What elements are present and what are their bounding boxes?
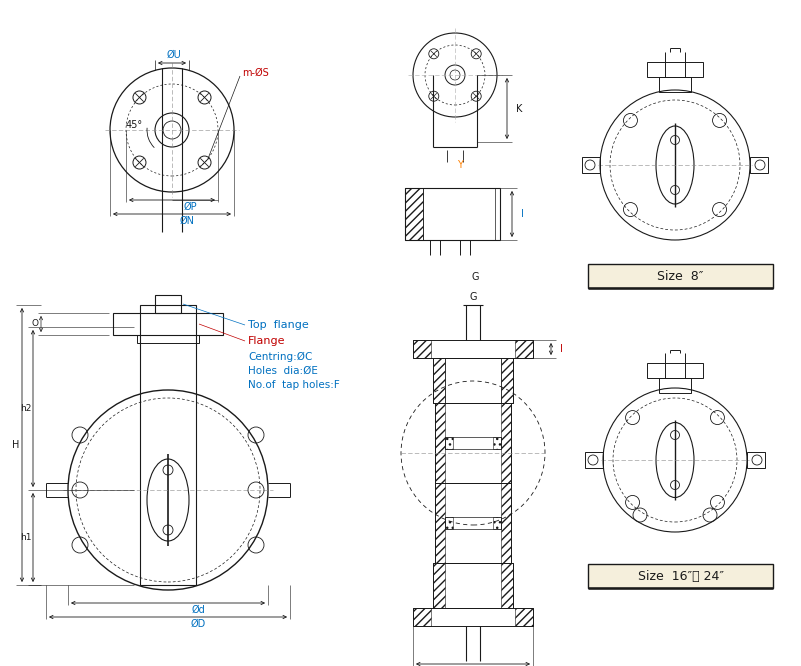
Bar (445, 437, 501, 449)
Bar (140, 305, 196, 585)
Bar (647, 363, 703, 378)
Text: Y: Y (457, 160, 463, 170)
Bar (433, 563, 445, 608)
Bar (433, 563, 513, 608)
Bar (435, 483, 445, 563)
Text: m-ØS: m-ØS (242, 68, 269, 78)
Text: Centring:ØC: Centring:ØC (248, 352, 312, 362)
Bar (445, 517, 453, 529)
Bar (413, 608, 533, 626)
Bar (585, 452, 603, 468)
Text: Ød: Ød (191, 605, 205, 615)
Bar (113, 313, 223, 335)
Bar (515, 608, 533, 626)
Text: I: I (521, 209, 523, 219)
Bar (413, 340, 431, 358)
Bar (435, 483, 511, 563)
Text: H: H (12, 440, 20, 450)
Bar (750, 157, 768, 173)
Text: Size  16″～ 24″: Size 16″～ 24″ (638, 569, 723, 583)
Bar (493, 517, 501, 529)
Bar (659, 77, 691, 92)
Bar (501, 403, 511, 483)
Text: G: G (471, 272, 479, 282)
Text: ØD: ØD (191, 619, 206, 629)
Bar (435, 403, 445, 483)
Text: G: G (469, 292, 477, 302)
Bar (435, 403, 511, 483)
Bar (501, 483, 511, 563)
Bar (493, 437, 501, 449)
Text: Flange: Flange (248, 336, 285, 346)
Text: Holes  dia:ØE: Holes dia:ØE (248, 366, 318, 376)
Bar (405, 188, 500, 240)
Bar (433, 358, 445, 403)
Bar (405, 188, 423, 240)
Bar (501, 563, 513, 608)
Text: Size  8″: Size 8″ (658, 270, 704, 282)
Text: Top  flange: Top flange (248, 320, 308, 330)
Bar (582, 157, 600, 173)
Text: ØN: ØN (179, 216, 195, 226)
Bar (747, 452, 765, 468)
Bar (647, 62, 703, 77)
Bar (413, 340, 533, 358)
Text: I: I (560, 344, 562, 354)
Text: 45°: 45° (126, 120, 143, 130)
Bar (413, 608, 431, 626)
Bar (155, 295, 181, 313)
Bar (501, 358, 513, 403)
Text: O: O (31, 320, 38, 328)
Text: K: K (516, 103, 522, 113)
Text: ØP: ØP (183, 202, 197, 212)
Bar (445, 517, 501, 529)
Bar (445, 437, 453, 449)
Bar (588, 564, 773, 588)
Text: No.of  tap holes:F: No.of tap holes:F (248, 380, 340, 390)
Bar (433, 358, 513, 403)
Bar (588, 264, 773, 288)
Text: ØU: ØU (167, 50, 181, 60)
Bar (659, 378, 691, 393)
Bar (515, 340, 533, 358)
Text: h2: h2 (20, 404, 32, 413)
Bar (137, 335, 199, 343)
Text: h1: h1 (20, 533, 32, 542)
